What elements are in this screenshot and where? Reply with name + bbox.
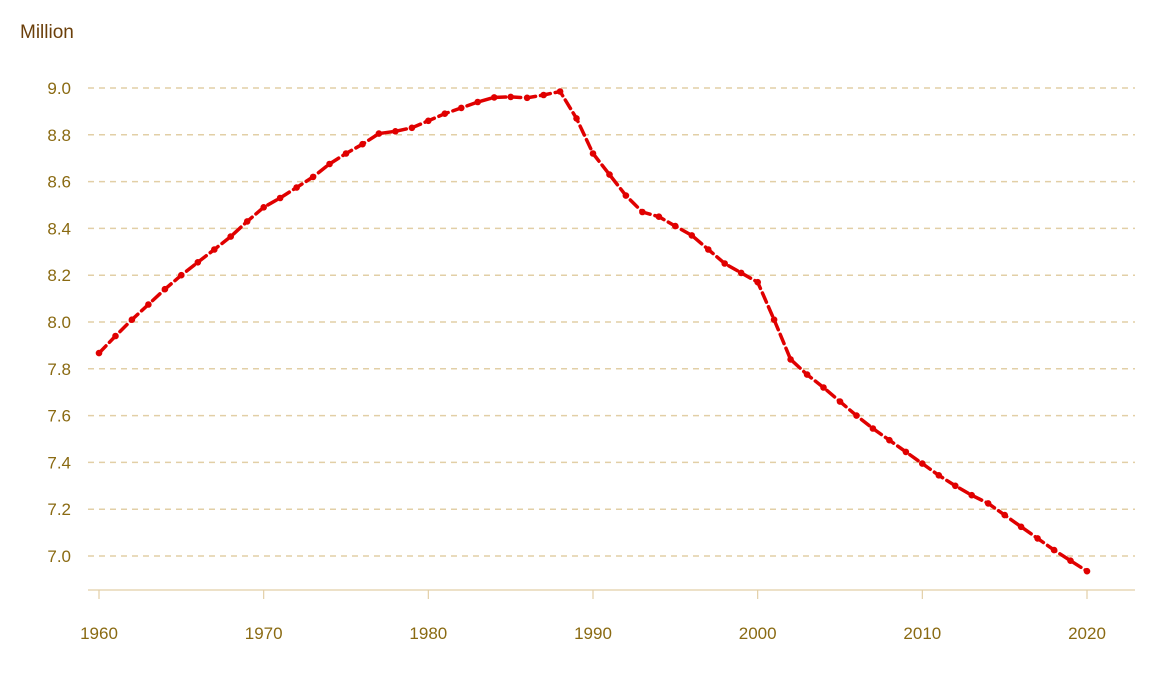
data-point: [639, 208, 646, 216]
data-point: [523, 94, 531, 102]
x-tick-label: 1990: [574, 624, 612, 643]
data-point: [293, 184, 300, 191]
y-tick-label: 7.0: [47, 547, 71, 566]
data-point: [490, 94, 498, 101]
y-tick-label: 8.6: [47, 173, 71, 192]
data-point: [243, 218, 251, 225]
y-tick-label: 9.0: [47, 79, 71, 98]
data-point: [836, 398, 844, 405]
data-point: [145, 301, 152, 308]
data-point: [342, 150, 350, 157]
series-layer: [95, 88, 1091, 575]
data-point: [737, 269, 745, 277]
x-tick-label: 1980: [409, 624, 447, 643]
data-point: [935, 472, 943, 479]
data-point: [919, 460, 926, 467]
y-tick-label: 8.0: [47, 313, 71, 332]
data-point: [672, 222, 679, 230]
series-line: [97, 89, 1089, 573]
data-point: [1083, 567, 1091, 575]
data-point: [655, 213, 663, 220]
data-point: [984, 500, 992, 507]
gridlines: [88, 87, 1135, 557]
data-point: [425, 117, 432, 125]
data-point: [902, 448, 910, 456]
data-point: [869, 425, 877, 432]
data-point: [458, 104, 465, 112]
data-point: [309, 173, 317, 181]
y-tick-label: 7.4: [47, 453, 71, 472]
data-point: [95, 349, 103, 357]
x-tick-label: 1960: [80, 624, 118, 643]
data-point: [128, 316, 136, 324]
data-point: [474, 98, 482, 106]
data-point: [770, 316, 778, 324]
data-point: [375, 130, 383, 137]
data-point: [622, 192, 630, 199]
y-tick-label: 8.4: [47, 219, 71, 238]
y-tick-label: 7.6: [47, 407, 71, 426]
data-point: [161, 285, 169, 293]
x-axis: 1960 1970 1980 1990 2000 2010 2020: [80, 589, 1135, 643]
data-point: [705, 246, 712, 253]
y-tick-label: 7.8: [47, 360, 71, 379]
y-tick-label: 7.2: [47, 500, 71, 519]
data-point: [178, 271, 185, 279]
data-point: [556, 88, 564, 95]
data-point: [441, 110, 449, 117]
data-point: [803, 371, 811, 378]
data-point: [1034, 535, 1041, 542]
data-point: [211, 246, 218, 253]
data-point: [227, 233, 234, 240]
data-point: [573, 115, 580, 122]
data-point: [112, 332, 119, 340]
y-tick-labels: 7.0 7.2 7.4 7.6 7.8 8.0 8.2 8.4 8.6 8.8 9.0: [47, 79, 71, 566]
y-tick-label: 8.2: [47, 266, 71, 285]
data-point: [392, 128, 399, 135]
data-point: [787, 356, 794, 363]
x-tick-label: 2010: [903, 624, 941, 643]
data-point: [276, 194, 284, 202]
data-point: [853, 412, 860, 419]
data-point: [1017, 523, 1025, 531]
data-point: [688, 232, 696, 239]
data-point: [326, 160, 333, 168]
data-point: [194, 259, 202, 266]
data-point: [359, 140, 366, 148]
data-point: [721, 260, 728, 267]
data-point: [952, 482, 959, 490]
data-point: [968, 491, 975, 499]
data-point: [754, 278, 761, 286]
x-tick-label: 1970: [245, 624, 283, 643]
data-point: [886, 436, 893, 444]
x-tick-label: 2020: [1068, 624, 1106, 643]
data-point: [408, 124, 416, 132]
y-unit-label: Million: [20, 22, 74, 43]
data-point: [540, 91, 547, 99]
data-point: [606, 171, 613, 178]
data-point: [589, 150, 597, 157]
data-point: [507, 93, 514, 101]
data-point: [260, 204, 268, 211]
data-point: [820, 384, 827, 391]
data-point: [1067, 557, 1074, 564]
y-tick-label: 8.8: [47, 126, 71, 145]
data-point: [1050, 546, 1058, 554]
x-tick-label: 2000: [739, 624, 777, 643]
data-point: [1001, 511, 1008, 519]
